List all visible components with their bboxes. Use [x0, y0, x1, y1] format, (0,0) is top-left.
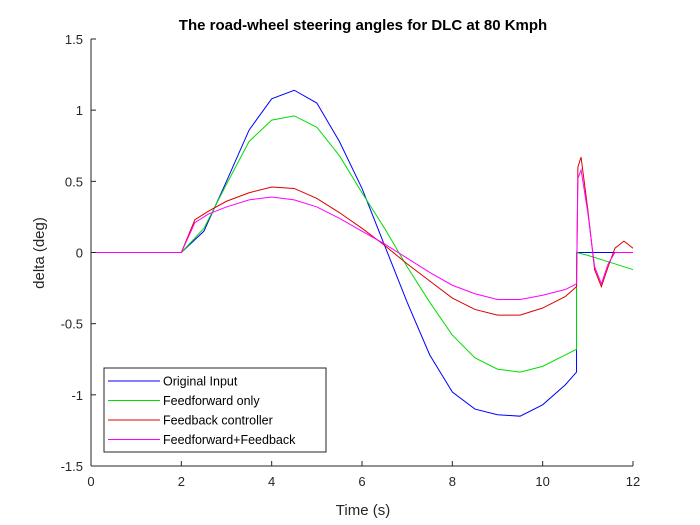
legend-label: Feedback controller	[163, 414, 273, 428]
x-tick-label: 4	[268, 474, 275, 489]
series-line-3	[91, 167, 633, 300]
legend-box	[103, 367, 327, 453]
x-tick-label: 8	[449, 474, 456, 489]
y-tick-label: 1.5	[65, 32, 83, 47]
y-tick-label: 0	[76, 246, 83, 261]
y-tick-label: -1.5	[61, 459, 83, 474]
y-tick-label: -0.5	[61, 317, 83, 332]
series-line-1	[91, 115, 634, 373]
legend-label: Feedforward only	[163, 394, 260, 408]
y-axis-label: delta (deg)	[31, 217, 48, 289]
y-tick-label: 0.5	[65, 174, 83, 189]
x-tick-label: 2	[178, 474, 185, 489]
x-tick-label: 6	[358, 474, 365, 489]
legend: Original Input Feedforward only Feedback c…	[103, 367, 327, 453]
chart-title: The road-wheel steering angles for DLC a…	[179, 17, 547, 34]
x-axis-label: Time (s)	[336, 502, 390, 519]
series-line-2	[91, 156, 634, 316]
legend-label: Feedforward+Feedback	[163, 433, 296, 447]
legend-label: Original Input	[163, 375, 238, 389]
series-group	[91, 89, 634, 417]
y-tick-label: -1	[71, 388, 83, 403]
x-tick-label: 0	[87, 474, 94, 489]
y-tick-label: 1	[76, 103, 83, 118]
x-tick-label: 12	[626, 474, 640, 489]
axes-group: 0 2 4 6 8 10 12 -1.5 -1 -0.5 0 0.5 1 1.5	[61, 32, 641, 489]
series-line-0	[91, 89, 633, 417]
x-tick-label: 10	[535, 474, 549, 489]
